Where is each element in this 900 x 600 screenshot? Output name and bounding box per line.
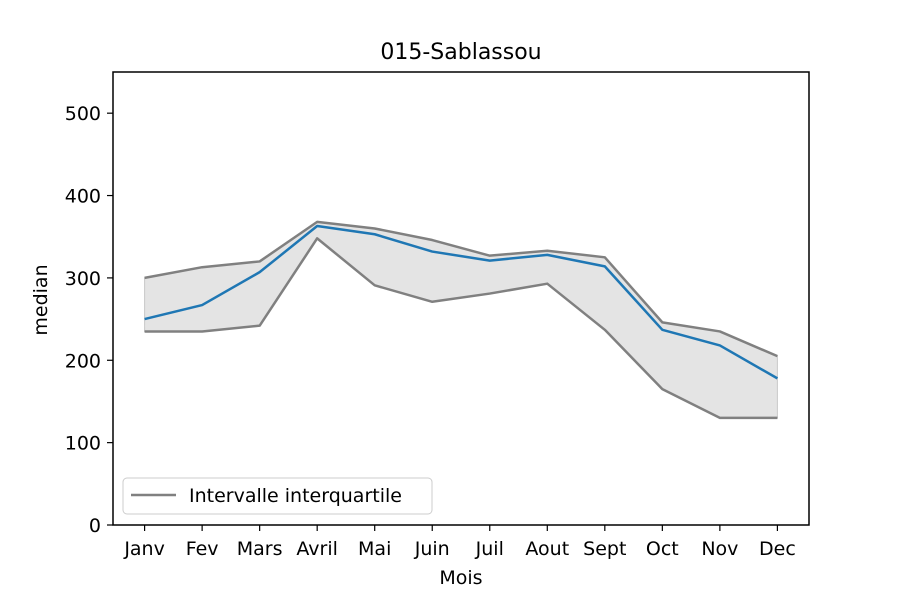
x-tick-label: Mars: [237, 538, 283, 560]
y-tick-label: 200: [65, 350, 101, 372]
plot-area: [144, 220, 779, 420]
legend: Intervalle interquartile: [122, 477, 433, 515]
x-tick-label: Dec: [759, 538, 796, 560]
x-tick-label: Avril: [296, 538, 338, 560]
y-axis: 0 100 200 300 400 500: [65, 103, 113, 537]
upper-quartile-line: [144, 220, 778, 358]
x-tick-label: Nov: [701, 538, 738, 560]
x-tick-label: Juin: [414, 538, 450, 560]
x-tick-label: Sept: [583, 538, 626, 560]
chart-title: 015-Sablassou: [380, 40, 541, 65]
y-tick-label: 100: [65, 433, 101, 455]
x-tick-label: Janv: [123, 538, 165, 560]
x-tick-label: Aout: [525, 538, 569, 560]
x-tick-label: Fev: [186, 538, 219, 560]
plot-frame: [112, 71, 810, 526]
y-tick-label: 0: [89, 515, 101, 537]
y-tick-label: 300: [65, 268, 101, 290]
median-line: [144, 224, 779, 380]
x-axis: Janv Fev Mars Avril Mai Juin Juil Aout Sept Oct No…: [123, 525, 796, 560]
y-axis-label: median: [30, 264, 52, 335]
y-tick-label: 500: [65, 103, 101, 125]
x-tick-label: Juil: [475, 538, 504, 560]
x-tick-label: Oct: [646, 538, 679, 560]
legend-label-interquartile: Intervalle interquartile: [189, 485, 402, 507]
y-tick-label: 400: [65, 186, 101, 208]
legend-frame: [122, 477, 433, 515]
x-tick-label: Mai: [358, 538, 391, 560]
x-axis-label: Mois: [439, 567, 482, 589]
lower-quartile-line: [144, 237, 778, 420]
